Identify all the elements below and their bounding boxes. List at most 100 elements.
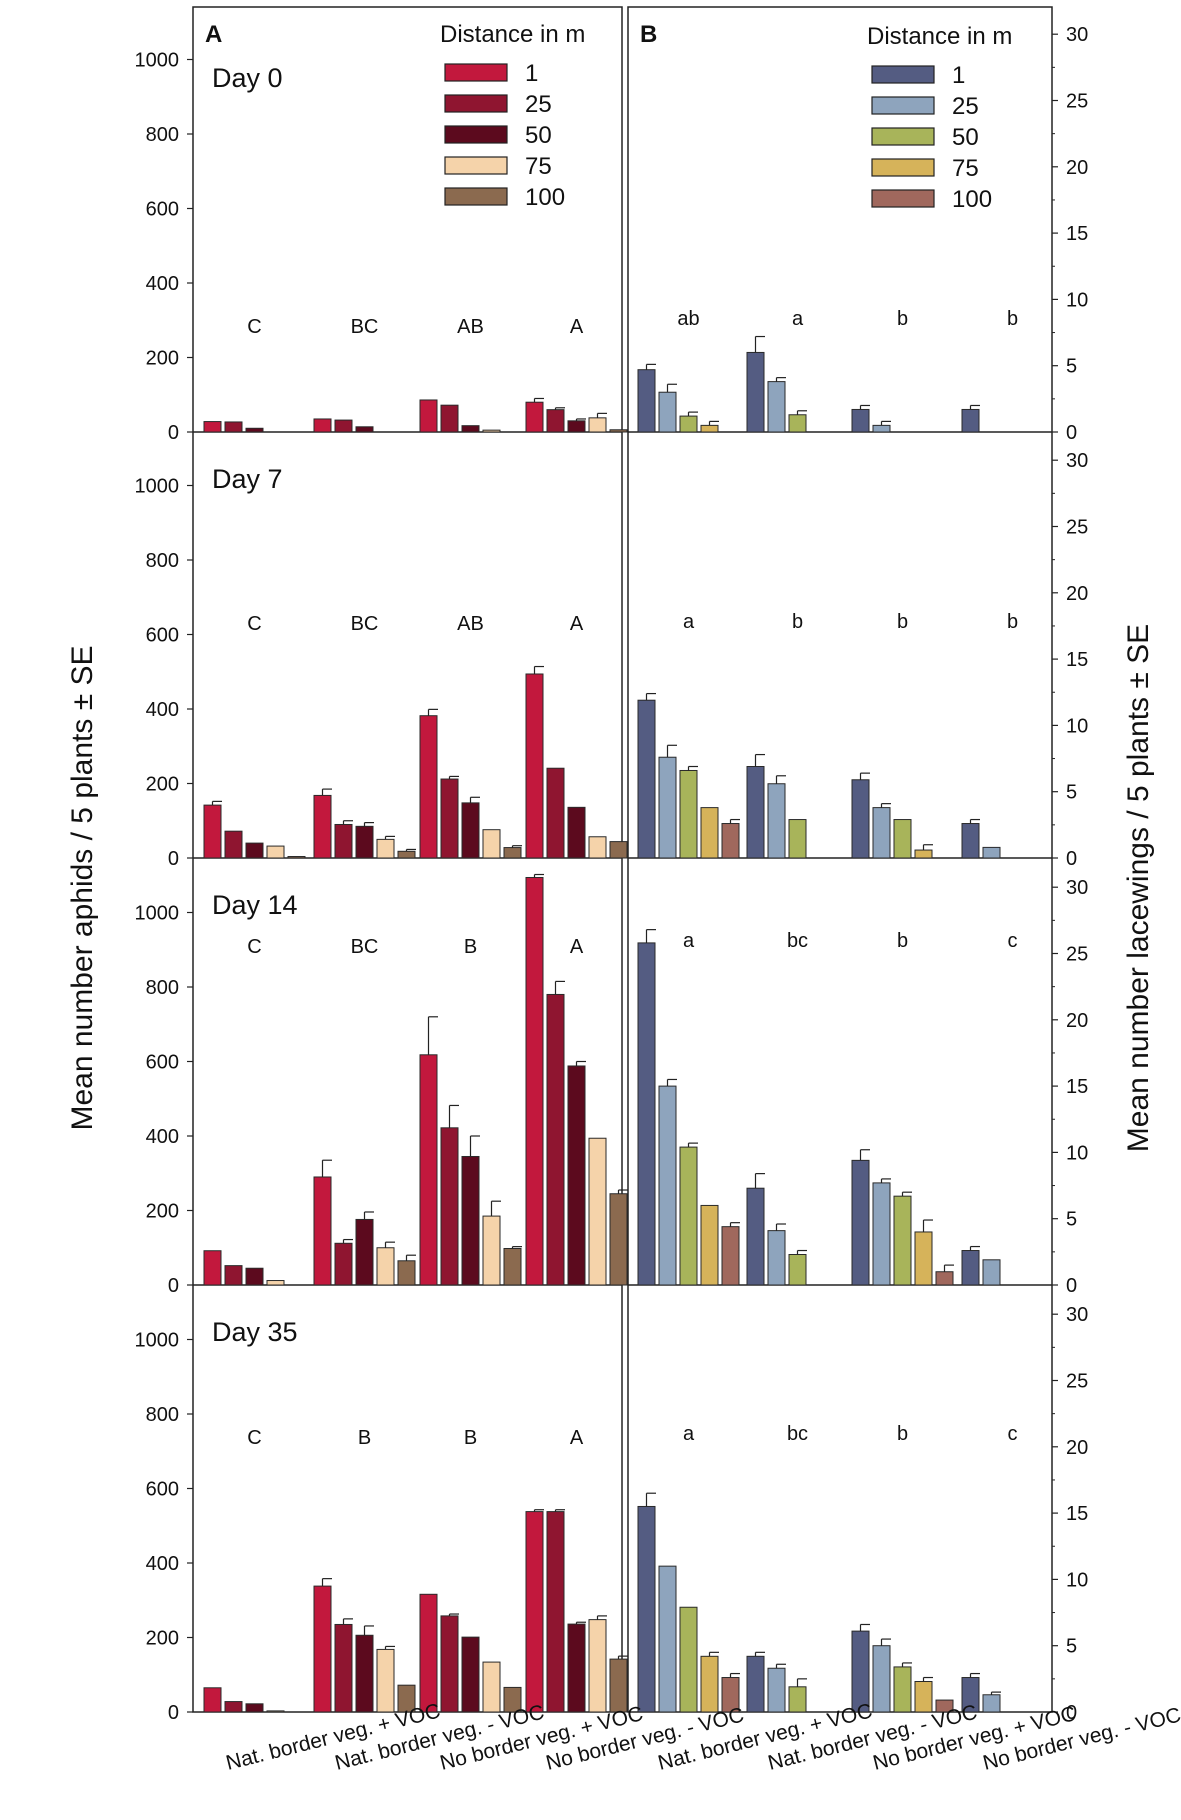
- aphid-tick-label: 0: [168, 1702, 179, 1724]
- aphid-significance-letter: B: [464, 1427, 477, 1449]
- aphid-bar: [397, 1260, 416, 1286]
- panel-label-b: B: [640, 21, 657, 48]
- aphid-bar: [313, 418, 332, 433]
- aphid-bar: [419, 1054, 438, 1286]
- lacewing-legend-label: 75: [952, 155, 979, 182]
- lacewing-bar: [982, 846, 1001, 859]
- lacewing-bar: [746, 1187, 765, 1286]
- lacewing-tick-label: 15: [1066, 223, 1088, 245]
- lacewing-bar: [700, 1204, 719, 1286]
- lacewing-bar: [872, 1645, 891, 1713]
- lacewing-bar: [893, 819, 912, 859]
- aphid-significance-letter: BC: [351, 613, 379, 635]
- aphid-legend-swatch: [444, 187, 508, 206]
- lacewing-tick-label: 25: [1066, 944, 1088, 966]
- lacewing-bar: [679, 769, 698, 859]
- lacewing-bar: [767, 1667, 786, 1713]
- aphid-tick-label: 0: [168, 1275, 179, 1297]
- lacewing-bar: [679, 1146, 698, 1286]
- aphid-legend-swatch: [444, 63, 508, 82]
- aphid-bar: [567, 1623, 586, 1713]
- aphid-tick-label: 1000: [135, 476, 180, 498]
- aphid-bar: [203, 1250, 222, 1286]
- lacewing-bar: [658, 1565, 677, 1713]
- aphid-legend-title: Distance in m: [440, 21, 585, 48]
- lacewing-legend-label: 50: [952, 124, 979, 151]
- panel-a-frame: [192, 6, 623, 1713]
- lacewing-tick-label: 5: [1066, 782, 1077, 804]
- aphid-bar: [567, 420, 586, 433]
- aphid-bar: [334, 1623, 353, 1713]
- aphid-bar: [355, 426, 374, 433]
- lacewing-tick-label: 10: [1066, 1569, 1088, 1591]
- aphid-bar: [224, 1265, 243, 1286]
- aphid-bar: [440, 778, 459, 859]
- lacewing-significance-letter: b: [1007, 308, 1018, 330]
- panel-label-a: A: [205, 21, 222, 48]
- lacewing-bar: [658, 756, 677, 859]
- aphid-bar: [546, 993, 565, 1286]
- aphid-bar: [482, 1215, 501, 1286]
- aphid-bar: [503, 847, 522, 859]
- lacewing-bar: [637, 942, 656, 1286]
- aphid-tick-label: 400: [146, 1553, 179, 1575]
- lacewing-bar: [746, 1655, 765, 1713]
- panel-b-frame: [627, 6, 1053, 1713]
- lacewing-legend-title: Distance in m: [867, 23, 1012, 50]
- aphid-tick-label: 200: [146, 348, 179, 370]
- lacewing-tick-label: 20: [1066, 1010, 1088, 1032]
- aphid-tick-label: 1000: [135, 1330, 180, 1352]
- lacewing-significance-letter: c: [1008, 930, 1018, 952]
- lacewing-legend-swatch: [871, 189, 935, 208]
- lacewing-significance-letter: b: [1007, 611, 1018, 633]
- lacewing-tick-label: 20: [1066, 583, 1088, 605]
- aphid-legend-label: 100: [525, 184, 565, 211]
- aphid-bar: [224, 830, 243, 859]
- lacewing-significance-letter: b: [897, 930, 908, 952]
- lacewing-bar: [637, 369, 656, 433]
- aphid-tick-label: 600: [146, 1479, 179, 1501]
- lacewing-legend-label: 1: [952, 62, 965, 89]
- lacewing-tick-label: 10: [1066, 1142, 1088, 1164]
- lacewing-bar: [679, 415, 698, 433]
- aphid-tick-label: 400: [146, 1126, 179, 1148]
- aphid-bar: [224, 421, 243, 433]
- aphid-bar: [461, 1155, 480, 1286]
- aphid-significance-letter: AB: [457, 613, 484, 635]
- lacewing-tick-label: 25: [1066, 91, 1088, 113]
- aphid-bar: [609, 429, 628, 433]
- y-axis-label-left: Mean number aphids / 5 plants ± SE: [66, 645, 99, 1130]
- aphid-legend-label: 1: [525, 60, 538, 87]
- lacewing-bar: [914, 1681, 933, 1713]
- aphid-bar: [376, 1247, 395, 1286]
- aphid-tick-label: 0: [168, 848, 179, 870]
- aphid-bar: [525, 1511, 544, 1713]
- lacewing-tick-label: 15: [1066, 649, 1088, 671]
- aphid-bar: [525, 673, 544, 859]
- lacewing-bar: [788, 819, 807, 859]
- aphid-bar: [397, 1684, 416, 1713]
- aphid-bar: [419, 399, 438, 433]
- aphid-bar: [419, 1593, 438, 1713]
- lacewing-bar: [788, 1686, 807, 1713]
- aphid-bar: [482, 429, 501, 433]
- aphid-bar: [203, 804, 222, 859]
- day-label: Day 14: [212, 890, 298, 920]
- aphid-bar: [503, 1686, 522, 1713]
- aphid-bar: [245, 1267, 264, 1286]
- aphid-tick-label: 800: [146, 550, 179, 572]
- lacewing-bar: [961, 1250, 980, 1286]
- aphid-bar: [609, 1658, 628, 1713]
- lacewing-tick-label: 0: [1066, 848, 1077, 870]
- lacewing-significance-letter: b: [897, 1423, 908, 1445]
- lacewing-bar: [851, 1159, 870, 1286]
- aphid-significance-letter: C: [247, 613, 261, 635]
- lacewing-tick-label: 25: [1066, 517, 1088, 539]
- aphid-tick-label: 600: [146, 625, 179, 647]
- lacewing-bar: [788, 1254, 807, 1286]
- aphid-bar: [313, 1585, 332, 1713]
- lacewing-bar: [914, 849, 933, 859]
- lacewing-bar: [961, 408, 980, 433]
- aphid-bar: [245, 842, 264, 859]
- aphid-bar: [546, 1511, 565, 1713]
